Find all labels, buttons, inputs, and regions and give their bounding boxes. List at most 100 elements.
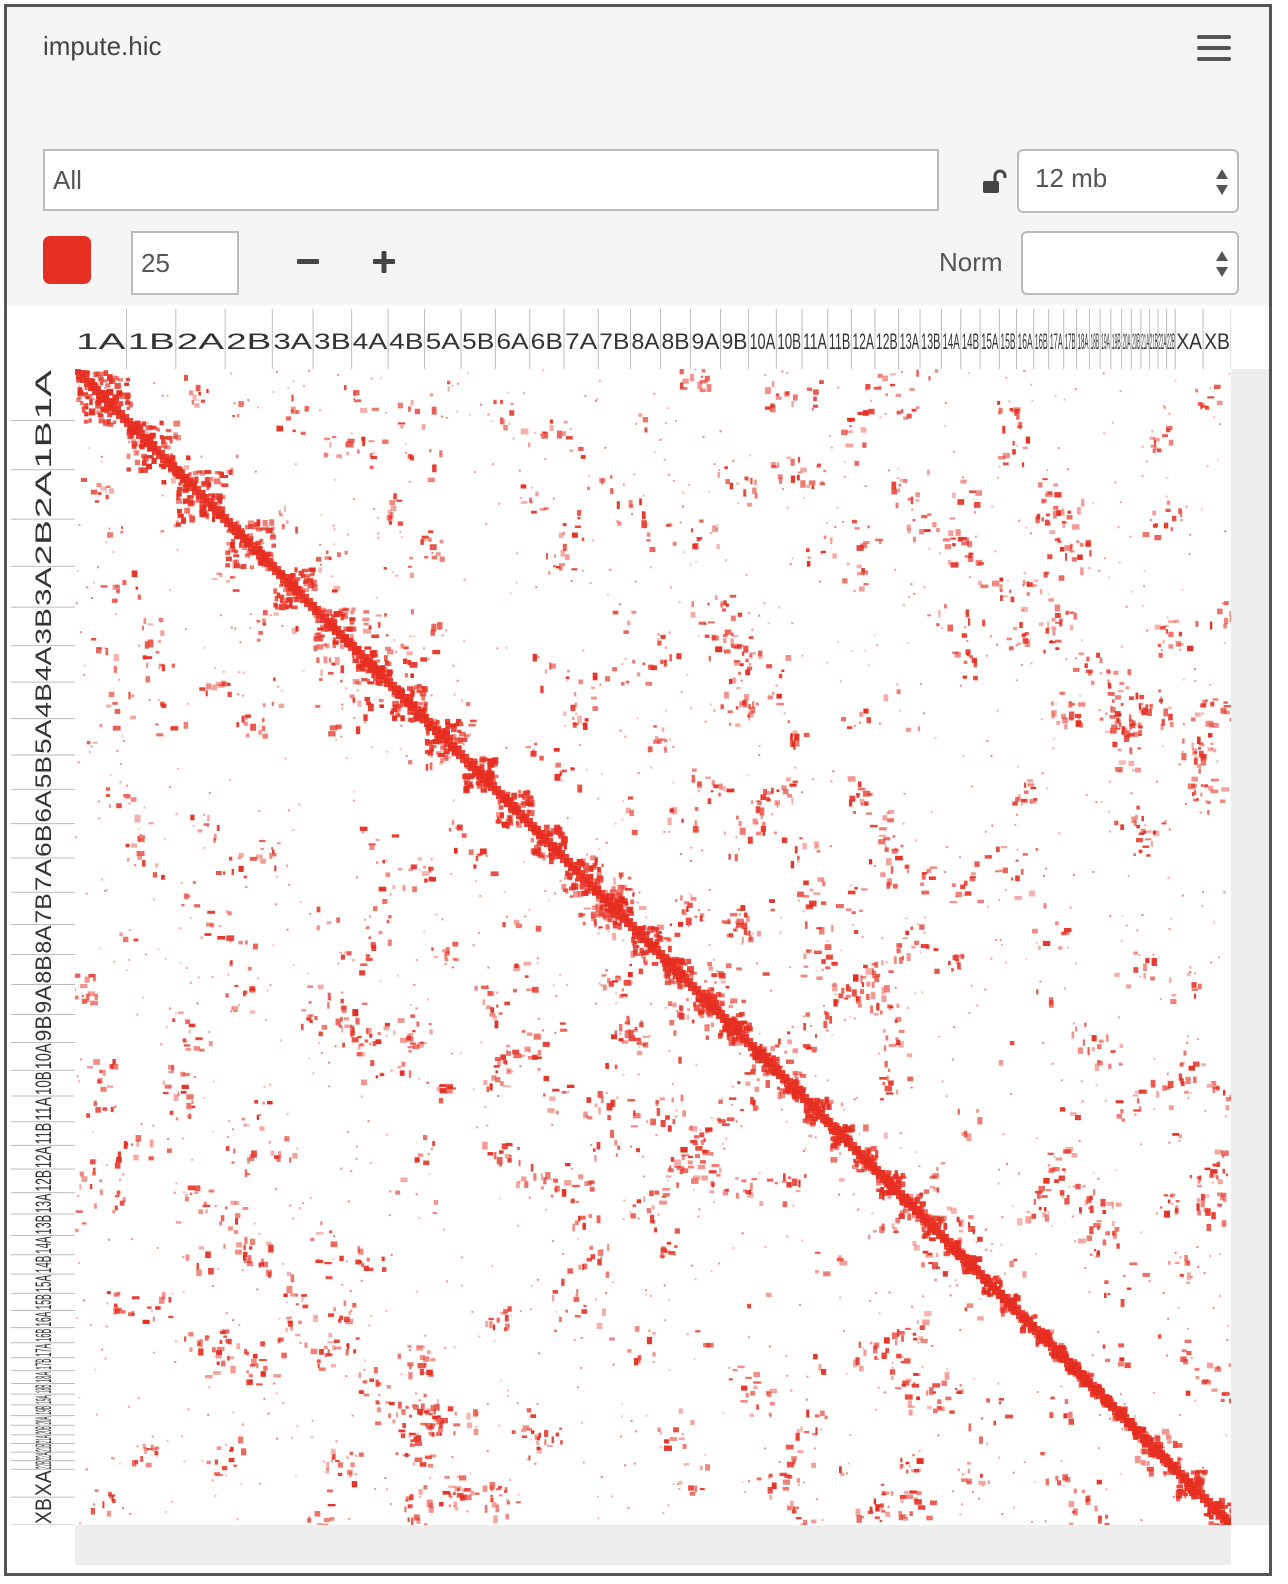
chromosome-label[interactable]: 9B	[31, 1016, 56, 1042]
chromosome-label[interactable]: 21A	[31, 1435, 56, 1443]
horizontal-chromosome-ruler[interactable]: 1A 1B 2A 2B 3A 3B 4A 4B 5A 5B 6A 6B 7A 7B 8A 8B 9A 9B 10A 1…	[75, 305, 1231, 369]
chromosome-label[interactable]: 16A	[1018, 329, 1033, 354]
chromosome-label[interactable]: 2A	[31, 470, 56, 518]
chromosome-label[interactable]: 5B	[462, 329, 494, 354]
chromosome-label[interactable]: 12A	[31, 1146, 56, 1168]
chromosome-label[interactable]: 16A	[31, 1311, 56, 1326]
chromosome-label[interactable]: 13A	[31, 1193, 56, 1213]
chromosome-label[interactable]: 11B	[31, 1123, 56, 1145]
chromosome-label[interactable]: 9A	[692, 329, 720, 354]
chromosome-label[interactable]: 6B	[31, 825, 56, 857]
chromosome-label[interactable]: 3B	[31, 608, 56, 645]
chromosome-label[interactable]: 15B	[31, 1294, 56, 1309]
chromosome-label[interactable]: 7B	[599, 329, 629, 354]
chromosome-label[interactable]: 12B	[31, 1170, 56, 1192]
chromosome-label[interactable]: 4B	[389, 329, 423, 354]
chromosome-label[interactable]: 14B	[962, 329, 979, 354]
chromosome-label[interactable]: 19A	[31, 1395, 56, 1404]
chromosome-label[interactable]: 11A	[803, 329, 827, 354]
plus-icon[interactable]	[369, 247, 399, 277]
chromosome-label[interactable]: XB	[31, 1498, 56, 1524]
chromosome-label[interactable]: 13B	[31, 1215, 56, 1234]
chromosome-label[interactable]: 19A	[1101, 329, 1110, 354]
chromosome-label[interactable]: 1B	[127, 329, 174, 354]
chromosome-label[interactable]: 11A	[31, 1097, 56, 1121]
chromosome-label[interactable]: 10A	[749, 329, 775, 354]
unlock-icon[interactable]	[981, 169, 1007, 195]
chromosome-label[interactable]: 11B	[829, 329, 851, 354]
chromosome-label[interactable]: 12A	[852, 329, 874, 354]
chromosome-label[interactable]: 22A	[31, 1452, 56, 1460]
chromosome-label[interactable]: 18B	[31, 1384, 56, 1393]
chromosome-label[interactable]: 16B	[1035, 329, 1048, 354]
chromosome-label[interactable]: 9A	[31, 985, 56, 1013]
chromosome-label[interactable]: 14B	[31, 1256, 56, 1273]
chromosome-label[interactable]: 9B	[722, 329, 748, 354]
chromosome-label[interactable]: 6A	[31, 790, 56, 823]
chromosome-label[interactable]: 7B	[31, 893, 56, 923]
locus-search-input[interactable]	[43, 149, 939, 211]
minus-icon[interactable]	[293, 247, 323, 277]
chromosome-label[interactable]: 17A	[31, 1344, 56, 1357]
chromosome-label[interactable]: 18A	[1078, 329, 1089, 354]
hamburger-menu-icon[interactable]	[1197, 35, 1231, 65]
chromosome-label[interactable]: 3B	[314, 329, 351, 354]
chromosome-label[interactable]: 22B	[1167, 329, 1175, 354]
color-swatch-button[interactable]	[43, 236, 91, 284]
chromosome-label[interactable]: 15A	[31, 1275, 56, 1292]
contact-matrix-heatmap[interactable]	[75, 369, 1231, 1525]
resolution-select[interactable]: 12 mb	[1017, 149, 1239, 213]
chromosome-label[interactable]: 10B	[777, 329, 801, 354]
chromosome-label[interactable]: 2B	[31, 520, 56, 565]
chromosome-label[interactable]: 20A	[31, 1416, 56, 1424]
chromosome-label[interactable]: 21B	[31, 1444, 56, 1452]
chromosome-label[interactable]: 4A	[31, 646, 56, 681]
chromosome-label[interactable]: 10B	[31, 1071, 56, 1095]
chromosome-label[interactable]: 17B	[1065, 329, 1076, 354]
chromosome-label[interactable]: 22A	[1158, 329, 1166, 354]
chromosome-label[interactable]: 7A	[31, 859, 56, 892]
chromosome-label[interactable]: 15B	[1000, 329, 1015, 354]
chromosome-label[interactable]: 17A	[1050, 329, 1063, 354]
chromosome-label[interactable]: XA	[31, 1470, 56, 1496]
chromosome-label[interactable]: 12B	[876, 329, 898, 354]
chromosome-label[interactable]: 5B	[31, 756, 56, 788]
chromosome-label[interactable]: 19B	[1112, 329, 1121, 354]
chromosome-label[interactable]: 7A	[565, 329, 598, 354]
chromosome-label[interactable]: 16B	[31, 1329, 56, 1342]
chromosome-label[interactable]: XA	[1176, 329, 1202, 354]
chromosome-label[interactable]: 18B	[1090, 329, 1099, 354]
chromosome-label[interactable]: 5A	[31, 719, 56, 754]
chromosome-label[interactable]: 4A	[353, 329, 388, 354]
chromosome-label[interactable]: 20A	[1122, 329, 1130, 354]
chromosome-label[interactable]: 6B	[531, 329, 563, 354]
chromosome-label[interactable]: 1A	[31, 369, 56, 419]
chromosome-label[interactable]: 14A	[31, 1236, 56, 1253]
chromosome-label[interactable]: 1B	[31, 421, 56, 468]
chromosome-label[interactable]: 21A	[1141, 329, 1149, 354]
chromosome-label[interactable]: 5A	[426, 329, 461, 354]
chromosome-label[interactable]: 3A	[273, 329, 312, 354]
chromosome-label[interactable]: 6A	[496, 329, 529, 354]
chromosome-label[interactable]: XB	[1204, 329, 1230, 354]
chromosome-label[interactable]: 13A	[900, 329, 920, 354]
chromosome-label[interactable]: 18A	[31, 1371, 56, 1382]
chromosome-label[interactable]: 1A	[76, 329, 126, 354]
normalization-select[interactable]	[1021, 231, 1239, 295]
chromosome-label[interactable]: 8B	[31, 956, 56, 984]
chromosome-label[interactable]: 15A	[981, 329, 998, 354]
chromosome-label[interactable]: 20B	[1132, 329, 1140, 354]
chromosome-label[interactable]: 3A	[31, 567, 56, 606]
chromosome-label[interactable]: 2A	[177, 329, 225, 354]
chromosome-label[interactable]: 20B	[31, 1426, 56, 1434]
chromosome-label[interactable]: 10A	[31, 1043, 56, 1069]
chromosome-label[interactable]: 4B	[31, 683, 56, 717]
chromosome-label[interactable]: 13B	[921, 329, 940, 354]
chromosome-label[interactable]: 19B	[31, 1406, 56, 1415]
chromosome-label[interactable]: 17B	[31, 1359, 56, 1370]
chromosome-label[interactable]: 8B	[662, 329, 690, 354]
chromosome-label[interactable]: 2B	[226, 329, 271, 354]
chromosome-label[interactable]: 8A	[31, 925, 56, 953]
chromosome-label[interactable]: 21B	[1150, 329, 1158, 354]
color-threshold-input[interactable]	[131, 231, 239, 295]
